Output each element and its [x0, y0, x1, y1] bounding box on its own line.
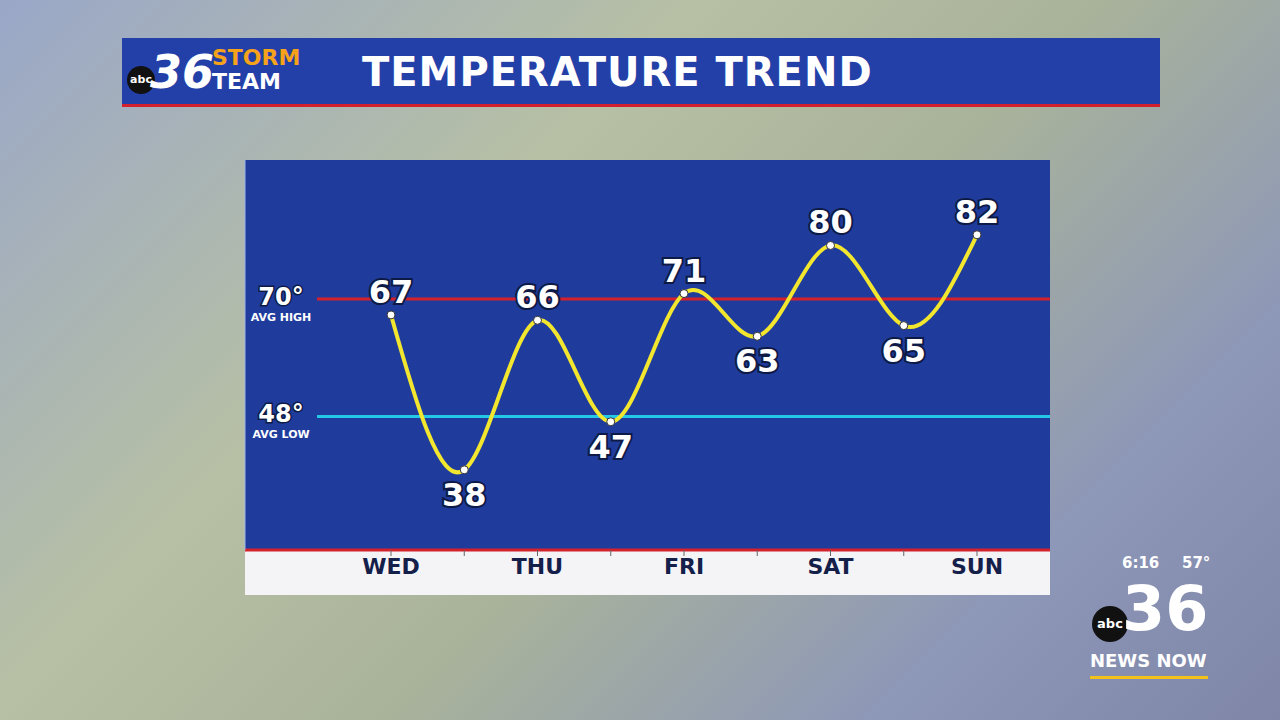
html-text:TEMPERATURE TREND: TEMPERATURE TREND: [362, 49, 873, 95]
svg-text:SAT: SAT: [807, 554, 853, 579]
svg-text:66: 66: [515, 278, 560, 316]
svg-text:AVG HIGH: AVG HIGH: [251, 311, 312, 324]
svg-text:THU: THU: [512, 554, 563, 579]
svg-text:63: 63: [735, 342, 780, 380]
html-text:36: 36: [150, 45, 214, 99]
svg-text:71: 71: [662, 252, 707, 290]
svg-text:WED: WED: [362, 554, 420, 579]
html-text:6:16: 6:16: [1122, 554, 1160, 572]
svg-text:AVG LOW: AVG LOW: [252, 428, 309, 441]
html-text:NEWS NOW: NEWS NOW: [1090, 650, 1207, 671]
svg-text:82: 82: [955, 193, 1000, 231]
svg-text:80: 80: [808, 203, 853, 241]
html-text:STORM: STORM: [212, 45, 301, 70]
svg-text:70°: 70°: [258, 283, 303, 311]
html-text:36: 36: [1122, 572, 1209, 645]
svg-text:SUN: SUN: [951, 554, 1003, 579]
svg-text:FRI: FRI: [664, 554, 704, 579]
svg-text:67: 67: [369, 273, 414, 311]
svg-text:65: 65: [881, 332, 926, 370]
svg-text:47: 47: [588, 428, 633, 466]
html-text:abc: abc: [130, 73, 152, 86]
html-text:abc: abc: [1097, 616, 1123, 631]
svg-text:48°: 48°: [258, 400, 303, 428]
html-text:TEAM: TEAM: [212, 69, 281, 94]
html-text:57°: 57°: [1182, 554, 1211, 572]
svg-text:38: 38: [442, 476, 487, 514]
